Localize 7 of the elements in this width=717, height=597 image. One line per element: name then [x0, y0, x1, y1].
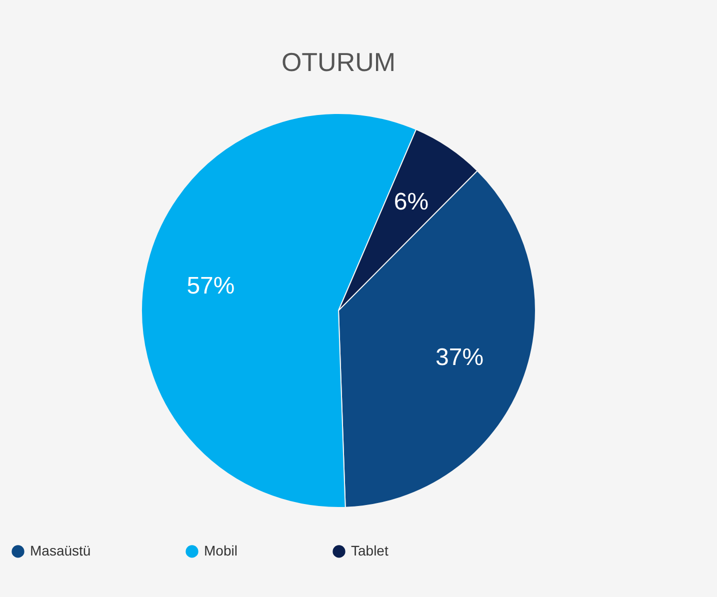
legend-label: Masaüstü — [30, 542, 91, 558]
data-label: 57% — [186, 272, 235, 300]
legend-label: Tablet — [351, 542, 388, 558]
data-label: 37% — [436, 344, 484, 371]
legend-label: Mobil — [204, 542, 238, 558]
data-label: 6% — [394, 188, 429, 216]
chart-title: OTURUM — [281, 47, 396, 77]
